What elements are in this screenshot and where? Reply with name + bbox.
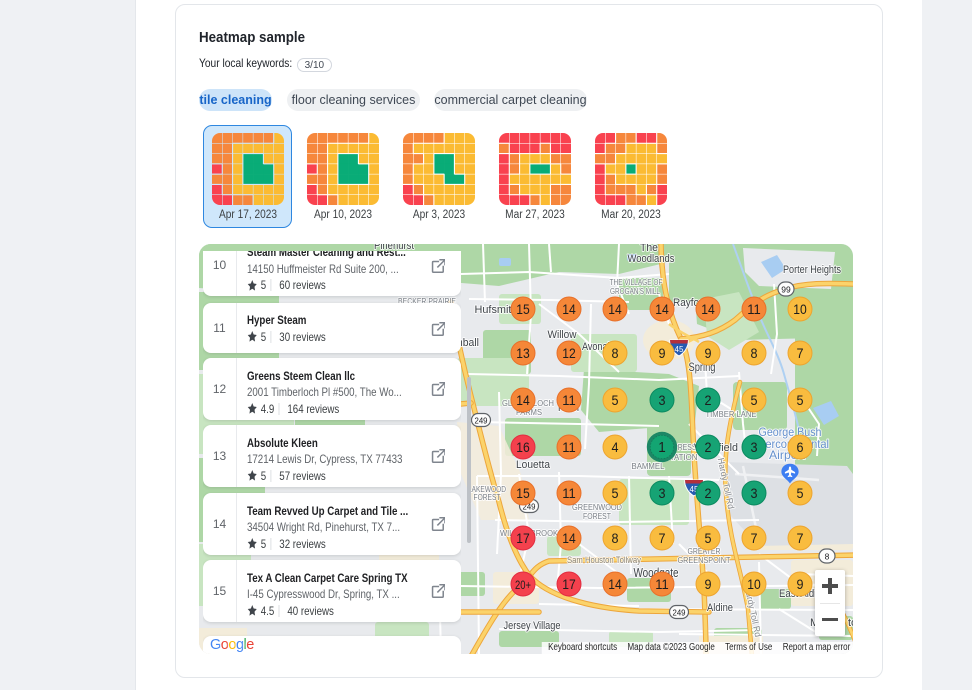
- svg-text:2: 2: [705, 439, 712, 455]
- svg-text:9: 9: [705, 345, 712, 361]
- svg-text:FOREST: FOREST: [474, 493, 501, 502]
- svg-text:Pinehurst: Pinehurst: [374, 244, 414, 252]
- svg-text:Sam Houston Tollway: Sam Houston Tollway: [567, 555, 641, 566]
- svg-text:14: 14: [655, 301, 669, 317]
- svg-text:2: 2: [705, 485, 712, 501]
- svg-text:11: 11: [562, 485, 576, 501]
- svg-text:14: 14: [562, 530, 576, 546]
- svg-text:99: 99: [781, 285, 791, 295]
- svg-text:11: 11: [562, 392, 576, 408]
- svg-text:249: 249: [475, 416, 488, 426]
- svg-text:Willow: Willow: [548, 329, 577, 341]
- svg-text:8: 8: [751, 345, 758, 361]
- svg-text:LAKEWOOD: LAKEWOOD: [468, 485, 506, 494]
- svg-text:Woodlands: Woodlands: [628, 253, 675, 265]
- svg-text:FARMS: FARMS: [516, 408, 542, 417]
- svg-text:14: 14: [516, 392, 530, 408]
- svg-text:to: to: [848, 617, 853, 629]
- svg-text:9: 9: [659, 345, 666, 361]
- svg-text:2: 2: [705, 392, 712, 408]
- svg-text:7: 7: [797, 345, 804, 361]
- svg-text:The: The: [640, 244, 658, 254]
- svg-text:45: 45: [675, 345, 684, 354]
- svg-text:10: 10: [747, 576, 761, 592]
- svg-text:8: 8: [825, 552, 830, 562]
- svg-text:5: 5: [797, 392, 804, 408]
- svg-text:14: 14: [608, 301, 622, 317]
- svg-text:9: 9: [797, 576, 804, 592]
- svg-text:5: 5: [612, 485, 619, 501]
- svg-text:17: 17: [516, 530, 530, 546]
- svg-text:45: 45: [690, 485, 699, 494]
- svg-text:7: 7: [797, 530, 804, 546]
- svg-text:BAMMEL: BAMMEL: [632, 462, 666, 471]
- svg-text:5: 5: [612, 392, 619, 408]
- svg-text:GREENWOOD: GREENWOOD: [572, 503, 622, 512]
- svg-text:10: 10: [793, 301, 807, 317]
- svg-text:249: 249: [523, 502, 536, 512]
- svg-text:3: 3: [659, 392, 666, 408]
- svg-text:Porter Heights: Porter Heights: [783, 264, 841, 276]
- svg-text:Jersey Village: Jersey Village: [504, 620, 561, 632]
- svg-text:George Bush: George Bush: [759, 425, 822, 439]
- svg-text:5: 5: [751, 392, 758, 408]
- svg-text:GROGAN'S MILL: GROGAN'S MILL: [610, 287, 660, 296]
- svg-text:249: 249: [673, 608, 686, 618]
- svg-text:THE VILLAGE OF: THE VILLAGE OF: [610, 278, 663, 287]
- svg-text:9: 9: [705, 576, 712, 592]
- svg-text:11: 11: [747, 301, 761, 317]
- svg-text:20+: 20+: [515, 580, 531, 592]
- svg-text:17: 17: [562, 576, 576, 592]
- svg-text:CYPRESS: CYPRESS: [664, 443, 697, 452]
- svg-text:8: 8: [612, 345, 619, 361]
- svg-text:16: 16: [516, 439, 530, 455]
- svg-text:14: 14: [562, 301, 576, 317]
- svg-text:15: 15: [516, 485, 530, 501]
- svg-text:7: 7: [659, 530, 666, 546]
- svg-text:3: 3: [659, 485, 666, 501]
- svg-text:13: 13: [516, 345, 530, 361]
- svg-text:Hufsmith: Hufsmith: [475, 304, 518, 316]
- svg-text:4: 4: [612, 439, 619, 455]
- svg-text:11: 11: [655, 576, 669, 592]
- svg-text:Louetta: Louetta: [516, 459, 551, 471]
- svg-text:STATION: STATION: [665, 453, 698, 462]
- svg-text:Aldine: Aldine: [707, 602, 733, 614]
- svg-text:15: 15: [516, 301, 530, 317]
- svg-text:6: 6: [797, 439, 804, 455]
- svg-text:BECKER PRAIRIE: BECKER PRAIRIE: [398, 297, 456, 306]
- svg-text:FOREST: FOREST: [583, 512, 611, 521]
- svg-text:12: 12: [562, 345, 576, 361]
- svg-text:3: 3: [751, 439, 758, 455]
- svg-text:7: 7: [751, 530, 758, 546]
- svg-text:GREENSPOINT: GREENSPOINT: [678, 556, 731, 565]
- svg-text:5: 5: [797, 485, 804, 501]
- svg-text:3: 3: [751, 485, 758, 501]
- svg-text:GREATER: GREATER: [688, 547, 721, 556]
- svg-text:TIMBER LANE: TIMBER LANE: [706, 410, 757, 419]
- svg-text:14: 14: [608, 576, 622, 592]
- svg-text:8: 8: [612, 530, 619, 546]
- svg-text:5: 5: [705, 530, 712, 546]
- svg-text:M: M: [810, 617, 819, 629]
- svg-text:1: 1: [658, 440, 666, 456]
- svg-text:14: 14: [701, 301, 715, 317]
- svg-text:11: 11: [562, 439, 576, 455]
